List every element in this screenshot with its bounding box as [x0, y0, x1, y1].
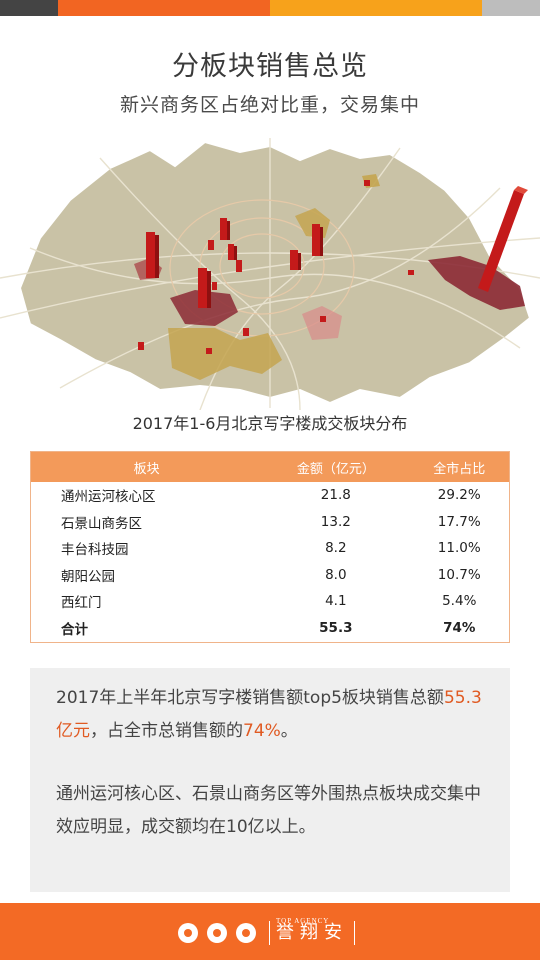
page-title: 分板块销售总览 — [172, 51, 368, 82]
table-row: 丰台科技园 8.2 11.0% — [31, 535, 509, 562]
amount-cell: 4.1 — [325, 593, 347, 610]
bar-small-6 — [320, 316, 326, 322]
table-header-cell: 金额（亿元） — [296, 461, 375, 477]
bar-center-1 — [220, 218, 230, 240]
summary-box: 2017年上半年北京写字楼销售额top5板块销售总额55.3亿元，占全市总销售额… — [30, 668, 510, 892]
total-share: 74% — [443, 619, 476, 636]
table-row: 通州运河核心区 21.8 29.2% — [31, 482, 509, 509]
bar-small-1 — [364, 180, 370, 186]
district-name: 西红门 — [61, 595, 102, 612]
bar-tongzhou — [478, 186, 528, 292]
table-header-cell: 全市占比 — [433, 461, 486, 477]
table-row: 朝阳公园 8.0 10.7% — [31, 562, 509, 589]
top-bar-segment-gray — [482, 0, 540, 16]
top-bar-segment-dark — [0, 0, 58, 16]
table-header-cell: 板块 — [133, 461, 160, 477]
table-row: 石景山商务区 13.2 17.7% — [31, 509, 509, 536]
district-name: 通州运河核心区 — [61, 489, 156, 506]
district-name: 朝阳公园 — [61, 568, 115, 585]
district-xihongmen — [302, 306, 342, 340]
bar-small-2 — [243, 328, 249, 336]
brand-name-cn: 誉翔安 — [276, 922, 348, 943]
top-bar-segment-amber — [270, 0, 482, 16]
page-subtitle: 新兴商务区占绝对比重，交易集中 — [119, 94, 420, 116]
beijing-district-map — [0, 138, 540, 410]
bar-shijingshan — [198, 268, 211, 308]
table-total-row: 合计 55.3 74% — [31, 615, 509, 642]
share-cell: 5.4% — [442, 593, 477, 610]
summary-paragraph-2: 通州运河核心区、石景山商务区等外围热点板块成交集中效应明显，成交额均在10亿以上… — [56, 784, 481, 837]
bar-small-4 — [206, 348, 212, 354]
brand-name-en: TOP AGENCY — [276, 917, 330, 925]
logo-circle-icon — [178, 923, 198, 943]
bar-small-3 — [138, 342, 144, 350]
summary-text: 。 — [280, 721, 298, 741]
share-cell: 17.7% — [437, 513, 481, 530]
sales-table: 板块 金额（亿元） 全市占比 通州运河核心区 21.8 29.2% 石景山商务区… — [30, 451, 510, 643]
bar-center-7 — [212, 282, 217, 290]
district-name: 石景山商务区 — [61, 515, 142, 532]
district-name: 丰台科技园 — [61, 542, 129, 559]
amount-cell: 8.0 — [325, 566, 347, 583]
bar-haidian — [146, 232, 159, 278]
total-amount: 55.3 — [319, 619, 353, 636]
share-cell: 29.2% — [437, 487, 481, 504]
amount-cell: 21.8 — [320, 487, 351, 504]
bar-center-6 — [236, 260, 242, 272]
logo-circle-icon — [236, 923, 256, 943]
share-cell: 10.7% — [437, 566, 481, 583]
summary-percentage: 74% — [243, 721, 281, 741]
top-bar-segment-orange — [58, 0, 270, 16]
footer-bar: TOP AGENCY 誉翔安 — [0, 903, 540, 960]
district-tongzhou — [428, 256, 525, 310]
map-caption: 2017年1-6月北京写字楼成交板块分布 — [132, 414, 408, 433]
amount-cell: 13.2 — [320, 513, 351, 530]
summary-paragraph-1: 2017年上半年北京写字楼销售额top5板块销售总额55.3亿元，占全市总销售额… — [56, 682, 484, 748]
brand-logo: TOP AGENCY 誉翔安 — [178, 915, 355, 951]
summary-text: 2017年上半年北京写字楼销售额top5板块销售总额 — [56, 688, 444, 708]
table-header-row: 板块 金额（亿元） 全市占比 — [31, 452, 509, 482]
top-color-bar — [0, 0, 540, 16]
district-fengtai — [168, 328, 282, 380]
total-label: 合计 — [61, 621, 88, 638]
summary-amount: 55.3亿元 — [56, 688, 482, 741]
amount-cell: 8.2 — [325, 540, 347, 557]
logo-circle-icon — [207, 923, 227, 943]
bar-center-4 — [290, 250, 301, 270]
bar-center-2 — [228, 244, 237, 260]
sales-bars — [138, 180, 528, 354]
table-row: 西红门 4.1 5.4% — [31, 588, 509, 615]
summary-text: ，占全市总销售额的 — [90, 721, 243, 741]
bar-center-5 — [208, 240, 214, 250]
bar-center-3 — [312, 224, 323, 256]
brand-name: TOP AGENCY 誉翔安 — [269, 917, 355, 945]
share-cell: 11.0% — [437, 540, 481, 557]
bar-small-5 — [408, 270, 414, 275]
